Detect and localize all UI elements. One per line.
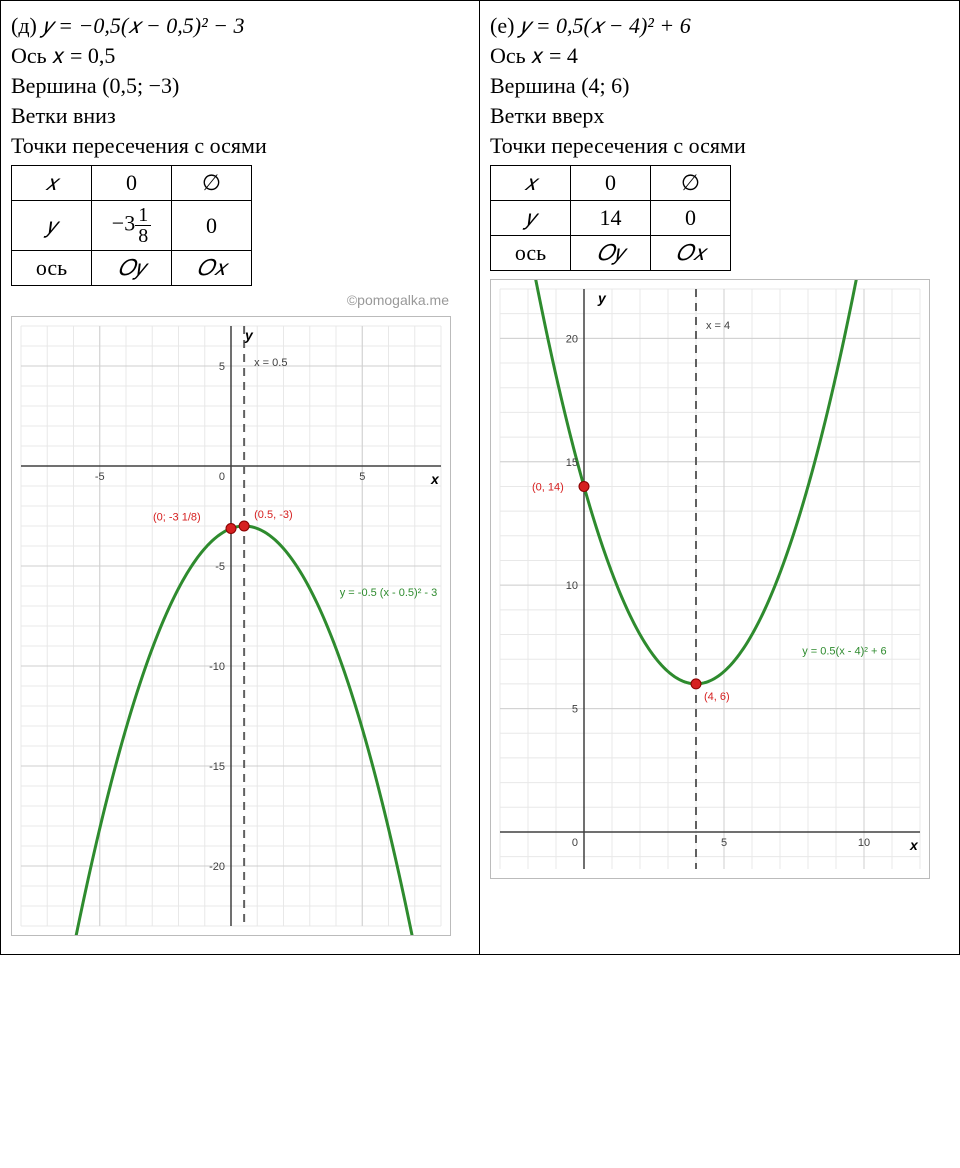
column-e: (е) 𝑦 = 0,5(𝑥 − 4)² + 6 Ось 𝑥 = 4 Вершин… xyxy=(480,1,959,954)
column-d: (д) 𝑦 = −0,5(𝑥 − 0,5)² − 3 Ось 𝑥 = 0,5 В… xyxy=(1,1,480,954)
svg-text:-5: -5 xyxy=(95,471,105,483)
formula-e: 𝑦 = 0,5(𝑥 − 4)² + 6 xyxy=(520,13,691,38)
branches-d: Ветки вниз xyxy=(11,103,469,129)
svg-text:(4, 6): (4, 6) xyxy=(704,691,730,703)
branches-e: Ветки вверх xyxy=(490,103,949,129)
svg-text:y: y xyxy=(244,327,254,343)
mixed-int: −3 xyxy=(112,211,135,236)
svg-text:(0, 14): (0, 14) xyxy=(532,481,564,493)
svg-text:x: x xyxy=(909,837,919,853)
cell-axis: ось xyxy=(491,236,571,271)
cell-x: 𝑥 xyxy=(12,166,92,201)
table-row: ось 𝑂𝑦 𝑂𝑥 xyxy=(12,251,252,286)
cell-y: 𝑦 xyxy=(491,201,571,236)
svg-text:x: x xyxy=(430,471,440,487)
svg-text:x = 4: x = 4 xyxy=(706,320,730,332)
axis-d: Ось 𝑥 = 0,5 xyxy=(11,43,469,69)
formula-d: 𝑦 = −0,5(𝑥 − 0,5)² − 3 xyxy=(42,13,244,38)
svg-text:0: 0 xyxy=(572,837,578,849)
intersect-e: Точки пересечения с осями xyxy=(490,133,949,159)
svg-text:0: 0 xyxy=(219,471,225,483)
svg-text:-10: -10 xyxy=(209,661,225,673)
axis-e: Ось 𝑥 = 4 xyxy=(490,43,949,69)
svg-text:5: 5 xyxy=(572,704,578,716)
chart-e: 5 10 5 10 15 20 0 y x x = 4 (0, 14) (4, 6) y = 0.5(x… xyxy=(490,279,949,885)
cell: 0 xyxy=(651,201,731,236)
table-row: 𝑥 0 ∅ xyxy=(491,166,731,201)
watermark: ©pomogalka.me xyxy=(11,292,449,308)
intersect-d: Точки пересечения с осями xyxy=(11,133,469,159)
denominator: 8 xyxy=(135,226,151,246)
label-e: (е) xyxy=(490,13,514,38)
table-row: ось 𝑂𝑦 𝑂𝑥 xyxy=(491,236,731,271)
heading-d: (д) 𝑦 = −0,5(𝑥 − 0,5)² − 3 xyxy=(11,13,469,39)
cell-axis: ось xyxy=(12,251,92,286)
svg-text:20: 20 xyxy=(566,333,578,345)
table-row: 𝑦 −318 0 xyxy=(12,201,252,251)
svg-text:10: 10 xyxy=(858,837,870,849)
cell: ∅ xyxy=(651,166,731,201)
svg-text:-15: -15 xyxy=(209,761,225,773)
table-e: 𝑥 0 ∅ 𝑦 14 0 ось 𝑂𝑦 𝑂𝑥 xyxy=(490,165,731,271)
cell: 0 xyxy=(172,201,252,251)
cell-y: 𝑦 xyxy=(12,201,92,251)
table-row: 𝑦 14 0 xyxy=(491,201,731,236)
svg-text:y = -0.5 (x - 0.5)² - 3: y = -0.5 (x - 0.5)² - 3 xyxy=(340,587,438,599)
cell: 14 xyxy=(571,201,651,236)
vertex-d: Вершина (0,5; −3) xyxy=(11,73,469,99)
svg-text:y = 0.5(x - 4)² + 6: y = 0.5(x - 4)² + 6 xyxy=(802,645,886,657)
fraction: 18 xyxy=(135,205,151,246)
table-row: 𝑥 0 ∅ xyxy=(12,166,252,201)
svg-text:(0; -3 1/8): (0; -3 1/8) xyxy=(153,512,201,524)
svg-text:10: 10 xyxy=(566,580,578,592)
cell: 𝑂𝑥 xyxy=(172,251,252,286)
chart-d: -5 5 -20 -15 -10 -5 5 0 y x x = 0.5 (0; -3 1/8) (0.5… xyxy=(11,316,469,942)
svg-text:5: 5 xyxy=(219,361,225,373)
cell: −318 xyxy=(92,201,172,251)
table-d: 𝑥 0 ∅ 𝑦 −318 0 ось 𝑂𝑦 𝑂𝑥 xyxy=(11,165,252,286)
cell-x: 𝑥 xyxy=(491,166,571,201)
cell: 𝑂𝑦 xyxy=(92,251,172,286)
numerator: 1 xyxy=(135,205,151,226)
cell: ∅ xyxy=(172,166,252,201)
svg-text:5: 5 xyxy=(721,837,727,849)
svg-text:x = 0.5: x = 0.5 xyxy=(254,357,287,369)
svg-text:5: 5 xyxy=(359,471,365,483)
cell: 0 xyxy=(92,166,172,201)
label-d: (д) xyxy=(11,13,37,38)
svg-text:(0.5, -3): (0.5, -3) xyxy=(254,509,293,521)
cell: 𝑂𝑥 xyxy=(651,236,731,271)
svg-text:y: y xyxy=(597,290,607,306)
svg-text:15: 15 xyxy=(566,457,578,469)
vertex-e: Вершина (4; 6) xyxy=(490,73,949,99)
cell: 𝑂𝑦 xyxy=(571,236,651,271)
svg-text:-20: -20 xyxy=(209,861,225,873)
heading-e: (е) 𝑦 = 0,5(𝑥 − 4)² + 6 xyxy=(490,13,949,39)
cell: 0 xyxy=(571,166,651,201)
page: (д) 𝑦 = −0,5(𝑥 − 0,5)² − 3 Ось 𝑥 = 0,5 В… xyxy=(0,0,960,955)
svg-text:-5: -5 xyxy=(215,561,225,573)
